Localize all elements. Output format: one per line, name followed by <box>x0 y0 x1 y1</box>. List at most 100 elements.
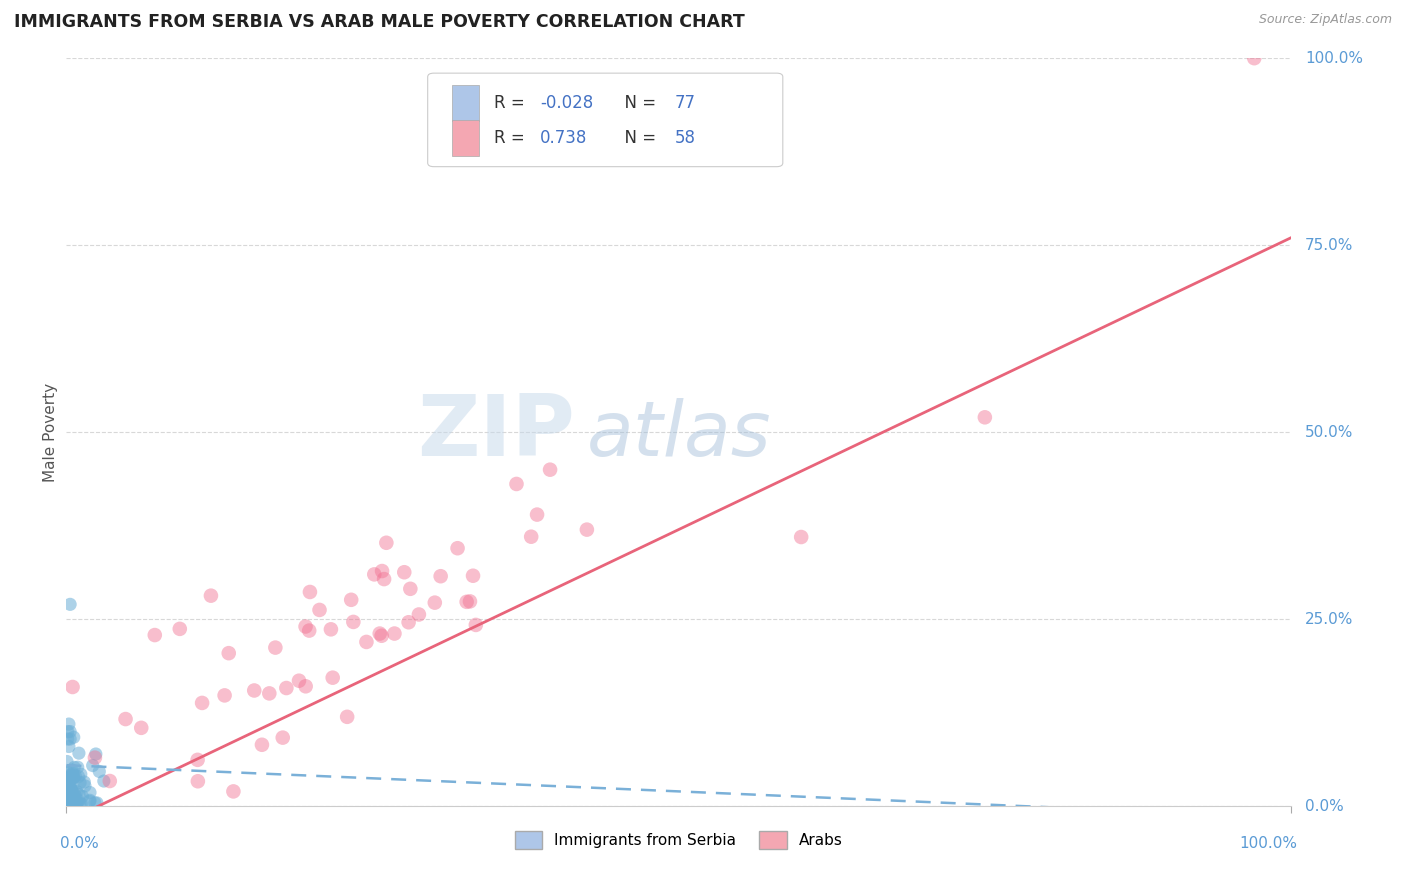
Point <box>69 767 91 781</box>
Point <box>218 646 240 660</box>
Text: 25.0%: 25.0% <box>1305 612 1353 627</box>
Point <box>73 779 96 793</box>
Point <box>67 788 90 802</box>
Point <box>62 789 84 803</box>
Point <box>60 789 83 803</box>
Point <box>69 776 91 790</box>
Point <box>371 564 394 578</box>
Point <box>298 585 321 599</box>
Point <box>62 770 84 784</box>
Point <box>60 788 83 802</box>
Point <box>58 717 80 731</box>
Point <box>66 797 89 811</box>
Point <box>60 768 83 782</box>
Point <box>59 798 82 813</box>
Point <box>59 795 82 809</box>
Point <box>56 791 79 805</box>
Point <box>187 753 209 767</box>
Point <box>790 530 813 544</box>
Point <box>429 569 451 583</box>
Point <box>375 535 398 549</box>
Text: R =: R = <box>494 129 536 147</box>
Point <box>58 779 80 793</box>
Point <box>62 779 84 793</box>
Point <box>458 594 481 608</box>
Point <box>294 679 316 693</box>
Point <box>520 530 543 544</box>
FancyBboxPatch shape <box>427 73 783 167</box>
Text: N =: N = <box>614 129 661 147</box>
Point <box>62 791 84 805</box>
Y-axis label: Male Poverty: Male Poverty <box>44 383 58 482</box>
Point <box>62 771 84 785</box>
Point <box>399 582 422 596</box>
Text: 50.0%: 50.0% <box>1305 425 1353 440</box>
Point <box>67 793 90 807</box>
Text: 100.0%: 100.0% <box>1305 51 1362 66</box>
Text: 75.0%: 75.0% <box>1305 238 1353 252</box>
Point <box>575 523 598 537</box>
Point <box>505 477 527 491</box>
Point <box>63 760 86 774</box>
Point <box>322 671 344 685</box>
Point <box>276 681 298 695</box>
Point <box>271 731 294 745</box>
Point <box>62 793 84 807</box>
Point <box>59 781 82 796</box>
Text: atlas: atlas <box>586 398 772 472</box>
Point <box>79 786 101 800</box>
FancyBboxPatch shape <box>453 85 479 121</box>
Point <box>58 739 80 754</box>
Point <box>398 615 420 630</box>
Point <box>60 797 83 811</box>
Text: -0.028: -0.028 <box>540 94 593 112</box>
Point <box>336 710 359 724</box>
Point <box>222 784 245 798</box>
Point <box>394 566 416 580</box>
Point <box>59 732 82 747</box>
Point <box>70 797 93 811</box>
Point <box>72 789 94 804</box>
Point <box>250 738 273 752</box>
Text: 100.0%: 100.0% <box>1239 837 1298 851</box>
Point <box>60 771 83 785</box>
Text: IMMIGRANTS FROM SERBIA VS ARAB MALE POVERTY CORRELATION CHART: IMMIGRANTS FROM SERBIA VS ARAB MALE POVE… <box>14 13 745 31</box>
Point <box>60 792 83 806</box>
Text: 0.0%: 0.0% <box>60 837 98 851</box>
Point <box>363 567 385 582</box>
Text: 0.0%: 0.0% <box>1305 799 1344 814</box>
Point <box>56 787 79 801</box>
Point <box>356 635 378 649</box>
Point <box>84 750 107 764</box>
Point <box>288 673 311 688</box>
Point <box>67 746 90 760</box>
Point <box>368 626 391 640</box>
Point <box>446 541 468 556</box>
Point <box>83 796 105 810</box>
Point <box>62 768 84 782</box>
Point <box>86 796 108 810</box>
Point <box>62 680 84 694</box>
Point <box>456 595 478 609</box>
Point <box>319 623 342 637</box>
Point <box>370 629 392 643</box>
Point <box>65 789 87 803</box>
Point <box>59 724 82 739</box>
Point <box>79 793 101 807</box>
Point <box>56 724 79 739</box>
FancyBboxPatch shape <box>453 120 479 156</box>
Point <box>55 778 77 792</box>
Point <box>60 795 83 809</box>
Point <box>59 770 82 784</box>
Point <box>169 622 191 636</box>
Point <box>423 596 446 610</box>
Point <box>464 618 486 632</box>
Point <box>62 797 84 811</box>
Point <box>143 628 166 642</box>
Point <box>243 683 266 698</box>
Point <box>59 782 82 797</box>
Text: N =: N = <box>614 94 661 112</box>
Point <box>55 798 77 813</box>
Point <box>59 598 82 612</box>
Point <box>342 615 364 629</box>
